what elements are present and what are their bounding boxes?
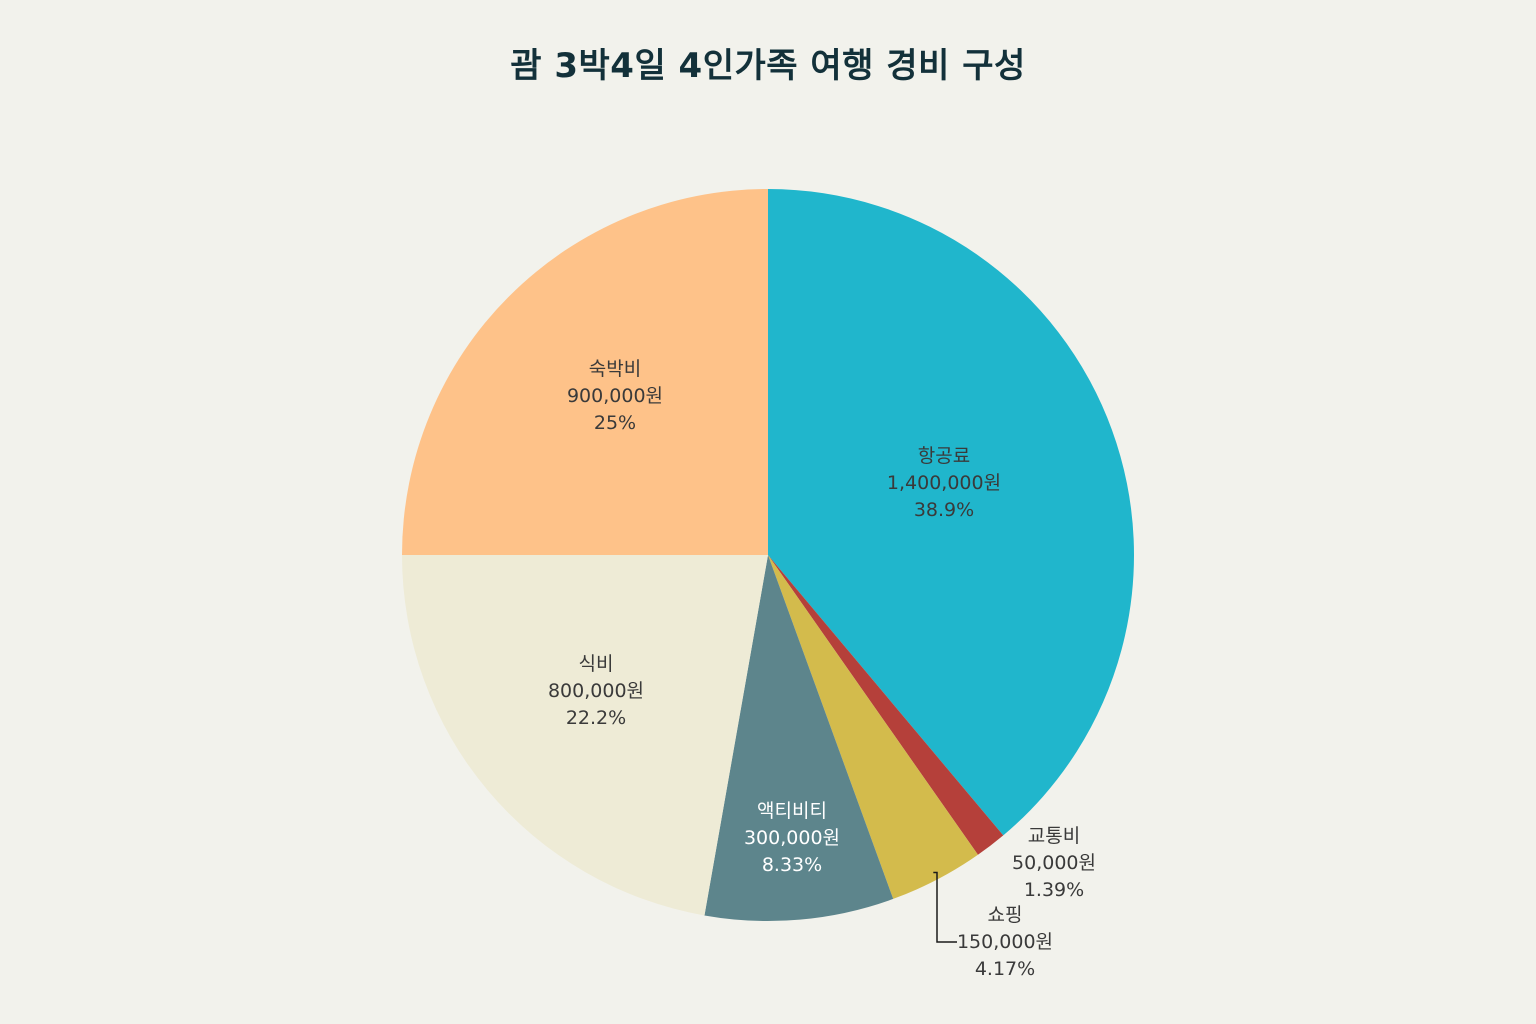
slice-label-percent-label: 4.17% <box>975 958 1035 980</box>
slice-label-2: 쇼핑 150,000원 4.17% <box>957 904 1053 980</box>
slice-label-name: 액티비티 <box>757 800 827 822</box>
leader-lines <box>933 871 957 943</box>
slice-label-3: 액티비티 300,000원 8.33% <box>744 800 840 876</box>
leader-line <box>933 871 957 943</box>
slice-label-value-label: 50,000원 <box>1012 852 1096 874</box>
pie-slice-2 <box>768 555 978 899</box>
slice-label-percent-label: 22.2% <box>566 707 626 729</box>
pie-slice-3 <box>704 555 894 921</box>
slice-label-percent-label: 1.39% <box>1024 879 1084 901</box>
chart-title: 괌 3박4일 4인가족 여행 경비 구성 <box>510 46 1026 86</box>
pie-slice-5 <box>402 189 768 555</box>
slice-label-value-label: 800,000원 <box>548 680 644 702</box>
slice-label-name: 식비 <box>579 653 614 675</box>
pie-slice-1 <box>768 555 1004 855</box>
slice-label-name: 항공료 <box>918 445 970 467</box>
slice-labels: 항공료 1,400,000원 38.9% 교통비 50,000원 1.39%쇼핑 150,0… <box>548 358 1096 980</box>
slice-label-name: 쇼핑 <box>988 904 1023 926</box>
slice-label-0: 항공료 1,400,000원 38.9% <box>887 445 1001 521</box>
pie-slice-4 <box>402 555 768 916</box>
slice-label-value-label: 1,400,000원 <box>887 472 1001 494</box>
slice-label-percent-label: 38.9% <box>914 499 974 521</box>
slice-label-value-label: 300,000원 <box>744 827 840 849</box>
pie-slices <box>402 189 1134 921</box>
slice-label-percent-label: 8.33% <box>762 854 822 876</box>
slice-label-name: 숙박비 <box>589 358 641 380</box>
slice-label-4: 식비 800,000원 22.2% <box>548 653 644 729</box>
slice-label-name: 교통비 <box>1028 825 1080 847</box>
slice-label-5: 숙박비 900,000원 25% <box>567 358 663 434</box>
pie-slice-0 <box>768 189 1134 836</box>
slice-label-value-label: 900,000원 <box>567 385 663 407</box>
slice-label-percent-label: 25% <box>594 412 636 434</box>
slice-label-1: 교통비 50,000원 1.39% <box>1012 825 1096 901</box>
slice-label-value-label: 150,000원 <box>957 931 1053 953</box>
